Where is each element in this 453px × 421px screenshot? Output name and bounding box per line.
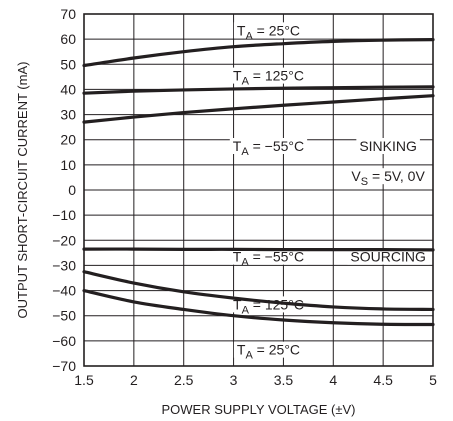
annotation-bg-ta25_bot (233, 341, 304, 358)
y-tick-label-14: −70 (52, 358, 76, 374)
x-axis-label: POWER SUPPLY VOLTAGE (±V) (162, 402, 356, 417)
series-line-0 (82, 38, 435, 68)
y-tick-label-1: 60 (60, 31, 76, 47)
annotation-bg-ta125_top (230, 67, 307, 84)
annotation-ta125_top: TA = 125°C (233, 68, 304, 88)
plot-frame (83, 13, 434, 367)
y-tick-label-0: 70 (60, 6, 76, 22)
annotation-bg-vs (348, 168, 429, 185)
y-tick-label-3: 40 (60, 81, 76, 97)
annotation-ta_m55_top: TA = −55°C (233, 138, 304, 158)
y-axis-label: OUTPUT SHORT-CIRCUIT CURRENT (mA) (15, 62, 30, 319)
annotation-ta_m55_bot: TA = −55°C (233, 249, 304, 269)
series-line-5 (82, 288, 435, 327)
x-tick-label-0: 1.5 (74, 372, 94, 388)
series-line-2 (82, 94, 435, 124)
x-tick-label-6: 4.5 (373, 372, 393, 388)
annotation-bg-ta25_top (233, 22, 304, 39)
x-tick-label-4: 3.5 (274, 372, 294, 388)
y-tick-label-5: 20 (60, 132, 76, 148)
x-tick-label-2: 2.5 (174, 372, 194, 388)
annotations: TA = 25°C TA = 125°C TA = −55°C SINKING VS =… (229, 22, 429, 362)
series-line-3 (82, 247, 435, 252)
x-tick-label-5: 4 (329, 372, 337, 388)
y-tick-label-4: 30 (60, 107, 76, 123)
y-tick-label-12: −50 (52, 308, 76, 324)
annotation-bg-ta_m55_top (229, 138, 308, 154)
annotation-vs: VS = 5V, 0V (351, 168, 425, 188)
annotation-bg-ta_m55_bot (229, 248, 308, 265)
annotation-bg-sourcing (347, 248, 429, 265)
y-tick-label-2: 50 (60, 56, 76, 72)
annotation-bg-sinking (356, 138, 420, 154)
annotation-sinking: SINKING (359, 138, 417, 154)
annotation-sourcing: SOURCING (350, 249, 425, 265)
annotation-ta25_top: TA = 25°C (237, 22, 300, 42)
y-tick-label-8: −10 (52, 207, 76, 223)
y-tick-labels: 70 60 50 40 30 20 10 0 −10 −20 −30 −40 −50 −60 −70 (52, 6, 76, 374)
x-tick-label-3: 3 (230, 372, 238, 388)
y-tick-label-6: 10 (60, 157, 76, 173)
y-tick-label-13: −60 (52, 333, 76, 349)
y-tick-label-9: −20 (52, 232, 76, 248)
series-line-1 (82, 85, 435, 95)
x-tick-label-1: 2 (130, 372, 138, 388)
y-tick-label-7: 0 (68, 182, 76, 198)
series-line-4 (82, 270, 435, 312)
x-tick-label-7: 5 (429, 372, 437, 388)
x-tick-labels: 1.5 2 2.5 3 3.5 4 4.5 5 (74, 372, 437, 388)
y-tick-label-11: −40 (52, 283, 76, 299)
annotation-ta25_bot: TA = 25°C (237, 342, 300, 362)
y-tick-label-10: −30 (52, 257, 76, 273)
series (82, 38, 435, 327)
